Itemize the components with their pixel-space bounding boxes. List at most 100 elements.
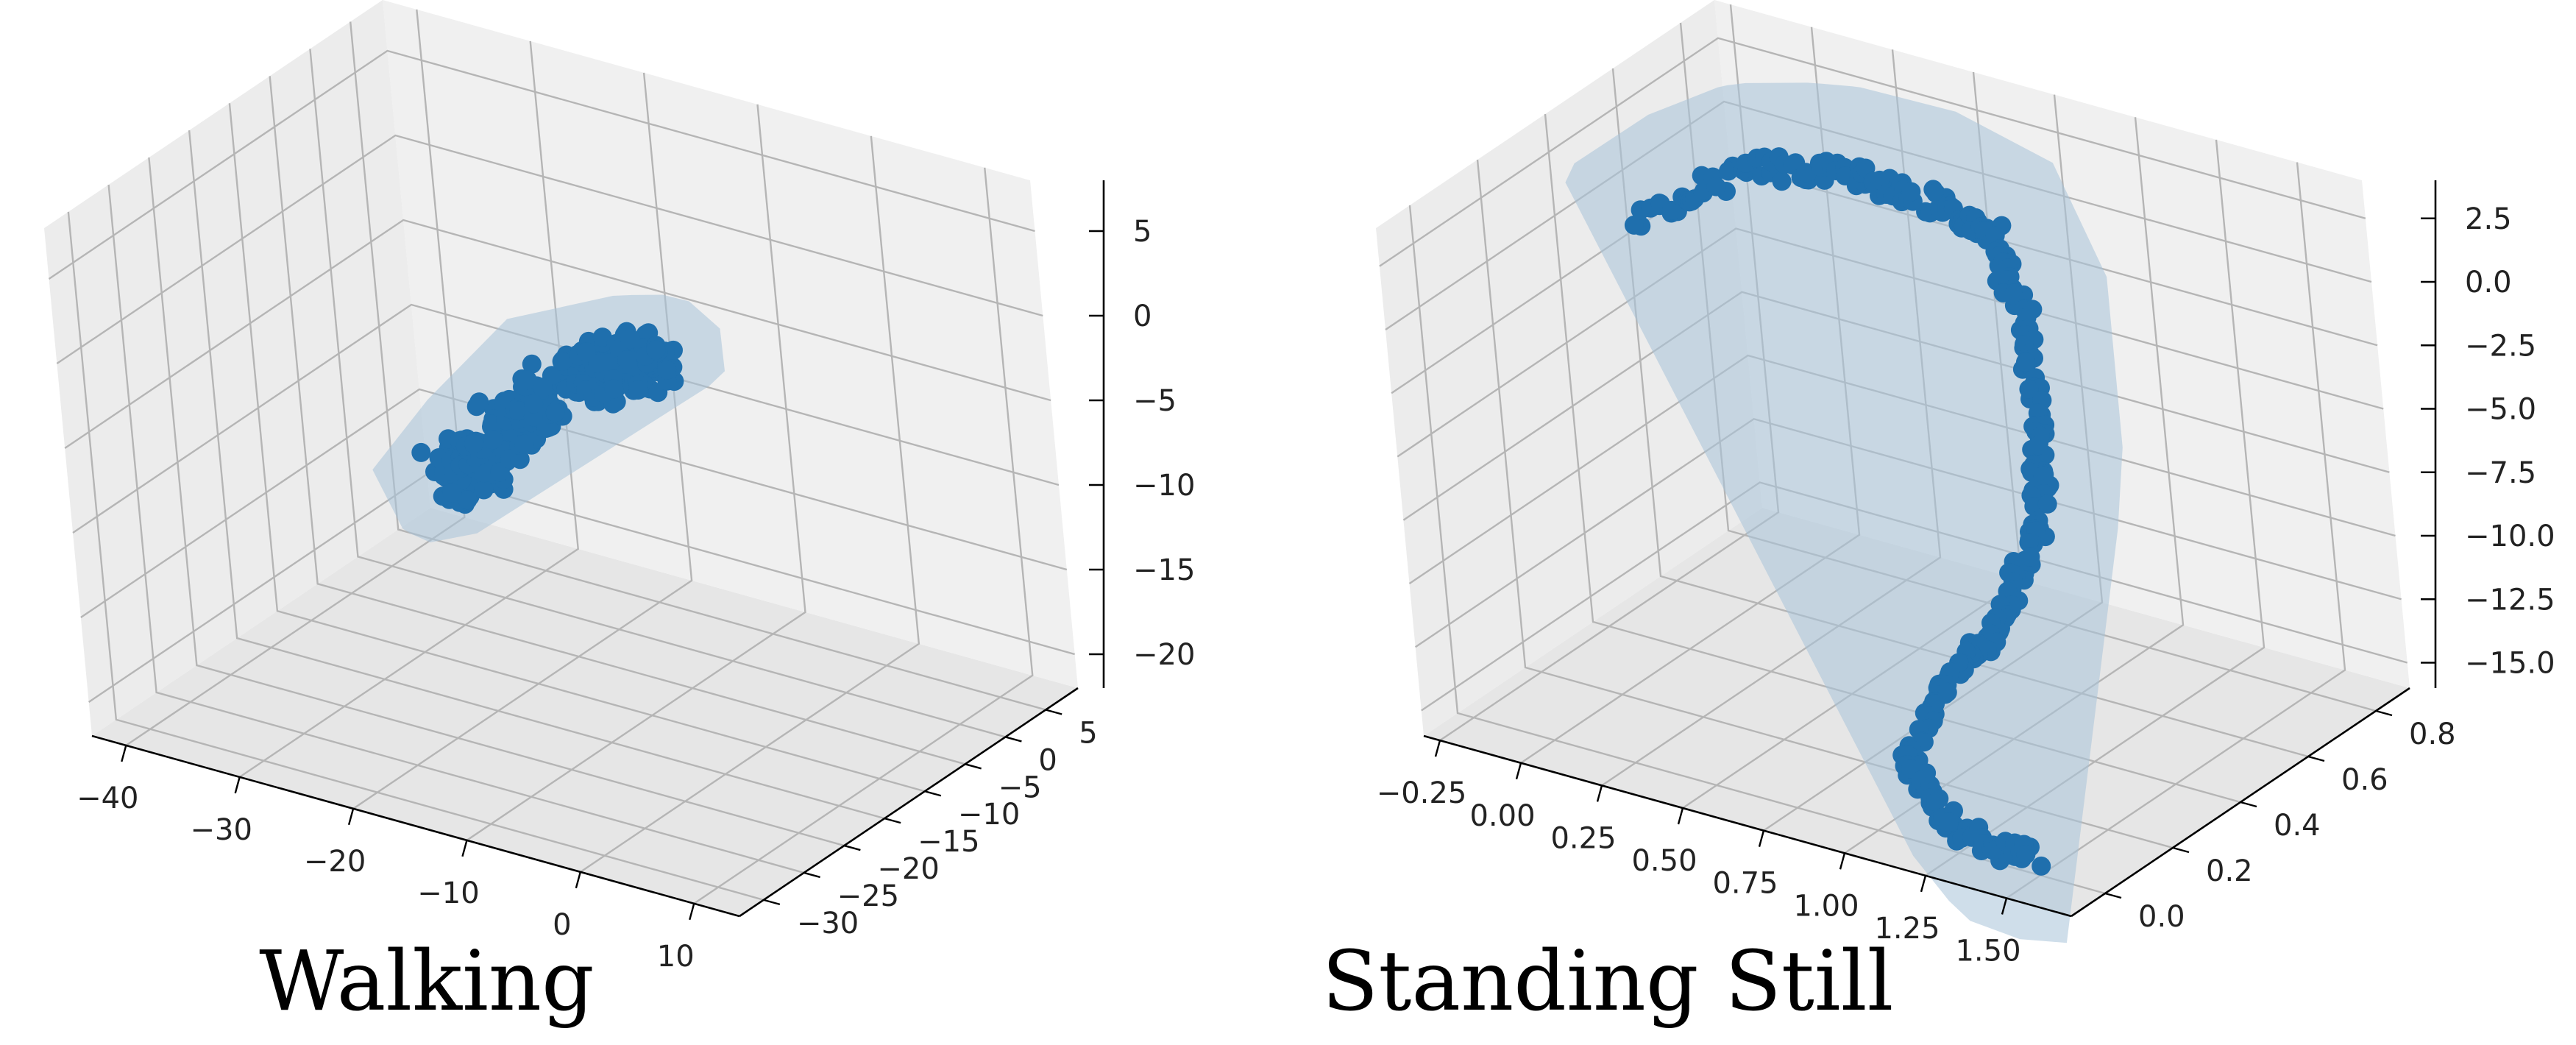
trajectory-point <box>1772 171 1792 191</box>
x-tick <box>461 840 468 857</box>
y-tick <box>2104 892 2122 899</box>
x-tick <box>575 871 582 889</box>
y-gridline <box>269 76 965 765</box>
x-tick-label: 0.50 <box>1631 844 1697 878</box>
y-tick <box>844 844 861 851</box>
y-tick <box>884 817 901 824</box>
panes <box>44 0 1078 916</box>
z-tick-label: −10.0 <box>2465 520 2555 553</box>
x-tick <box>1434 740 1441 757</box>
trajectory-point <box>510 450 530 470</box>
y-tick-label: 0.8 <box>2409 718 2456 751</box>
trajectory-point <box>442 483 462 503</box>
z-tick-label: −2.5 <box>2465 329 2536 363</box>
y-tick-label: 0.2 <box>2206 854 2253 888</box>
x-tick <box>1758 830 1765 847</box>
x-tick-label: −0.25 <box>1377 776 1467 810</box>
y-tick-label: 0.4 <box>2274 809 2321 843</box>
trajectory-point <box>1706 177 1726 196</box>
walking-title: Walking <box>259 934 595 1030</box>
trajectory-point <box>483 430 503 450</box>
trajectory-point <box>628 380 648 400</box>
y-tick <box>965 763 982 770</box>
z-tick-label: −15.0 <box>2465 647 2555 681</box>
z-tick-label: −10 <box>1133 469 1195 503</box>
trajectory-point <box>2019 379 2039 399</box>
z-tick-label: −5 <box>1133 384 1177 418</box>
x-tick-label: 0.75 <box>1712 867 1778 901</box>
trajectory-point <box>2020 547 2040 567</box>
trajectory-point <box>2029 436 2048 456</box>
y-tick <box>1045 709 1062 715</box>
x-tick <box>689 903 695 921</box>
y-tick-label: −20 <box>877 852 939 886</box>
trajectory-point <box>2016 353 2035 372</box>
trajectory-point <box>1624 215 1644 235</box>
z-gridline <box>48 49 1035 280</box>
trajectory-point <box>514 434 534 454</box>
y-tick <box>2375 709 2393 717</box>
x-tick-label: 1.50 <box>1955 935 2020 968</box>
trajectory-point <box>2037 494 2057 514</box>
x-tick <box>1839 852 1846 870</box>
ticks: −0.250.00 0.25 0.50 0.75 1.00 1.25 1.50 0.0 0.2 0… <box>1377 202 2555 968</box>
trajectory-point <box>458 490 478 510</box>
y-tick-label: 5 <box>1079 717 1097 751</box>
z-tick-label: −7.5 <box>2465 456 2536 490</box>
trajectory-point <box>1926 792 1946 812</box>
x-gridline <box>580 135 920 873</box>
trajectory-point <box>469 392 489 412</box>
y-gridline <box>349 21 1046 711</box>
y-tick-label: 0.6 <box>2341 763 2388 797</box>
z-tick-label: −15 <box>1133 553 1195 587</box>
y-tick-label: 0.0 <box>2138 900 2185 934</box>
z-tick-label: 2.5 <box>2465 202 2512 236</box>
trajectory-point <box>2016 845 2036 864</box>
trajectory-point <box>533 378 553 397</box>
y-tick <box>763 899 781 906</box>
gridlines <box>48 9 1075 904</box>
z-gridline <box>80 388 1068 618</box>
trajectory-point <box>490 462 510 482</box>
trajectory-point <box>576 342 596 361</box>
x-tick-label: −20 <box>304 845 366 879</box>
trajectory-point <box>604 379 624 399</box>
z-gridline <box>64 219 1051 449</box>
trajectory-point <box>1937 682 1957 702</box>
x-tick <box>347 808 355 826</box>
trajectory-point <box>2004 286 2023 305</box>
x-tick <box>2001 898 2008 915</box>
trajectory-point <box>1719 161 1738 181</box>
x-tick <box>1677 807 1684 825</box>
trajectory-point <box>1939 812 1959 832</box>
x-gridline <box>239 40 579 778</box>
trajectory-point <box>2033 466 2053 486</box>
y-tick-label: −30 <box>797 907 859 940</box>
x-tick-label: 0.25 <box>1550 821 1616 855</box>
z-gridline <box>72 303 1060 534</box>
x-tick <box>234 776 241 794</box>
trajectory-point <box>1796 163 1816 183</box>
trajectory-point <box>657 360 677 380</box>
trajectory <box>1624 147 2059 876</box>
y-gridline <box>148 157 845 847</box>
x-tick-label: −40 <box>77 782 138 815</box>
trajectory-point <box>474 480 494 500</box>
y-gridline <box>67 211 764 901</box>
x-tick-label: −10 <box>417 876 479 910</box>
x-gridline <box>466 104 806 841</box>
trajectory-point <box>411 442 431 462</box>
trajectory-point <box>1901 182 1921 202</box>
y-tick <box>2307 755 2325 762</box>
z-gridline <box>56 134 1043 364</box>
y-gridline <box>309 49 1006 738</box>
convex-hull <box>1565 82 2123 943</box>
y-tick-label: −25 <box>837 879 899 913</box>
trajectory-point <box>545 403 565 422</box>
trajectory-point <box>617 350 636 369</box>
trajectory-point <box>2032 856 2051 876</box>
floor-pane <box>92 508 1078 916</box>
trajectory-point <box>646 340 666 360</box>
z-tick-label: 0.0 <box>2465 266 2512 300</box>
